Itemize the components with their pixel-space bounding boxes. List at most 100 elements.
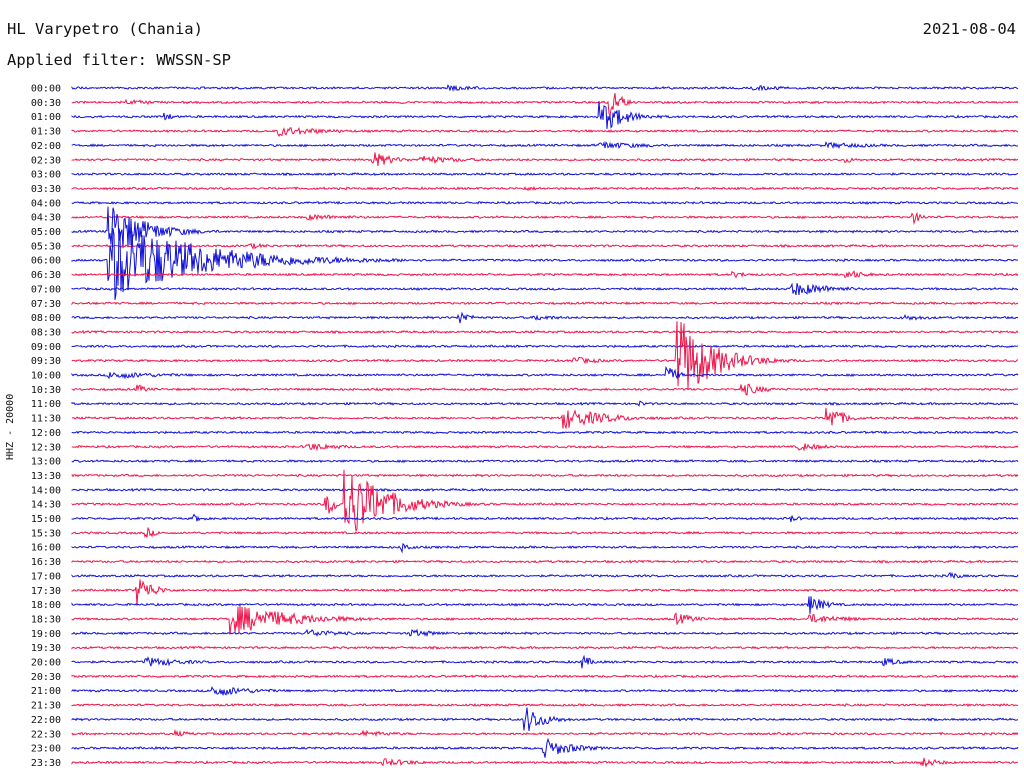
time-label: 23:00 (31, 744, 61, 755)
time-label: 20:30 (31, 672, 61, 683)
time-label: 05:30 (31, 241, 61, 252)
time-label: 01:00 (31, 112, 61, 123)
trace-line (71, 407, 1019, 430)
trace-line (71, 737, 1019, 758)
trace-line (71, 674, 1019, 679)
trace-line (71, 311, 1019, 324)
trace-line (71, 185, 1019, 192)
trace-line (71, 301, 1019, 306)
time-label: 02:30 (31, 155, 61, 166)
time-label: 00:30 (31, 98, 61, 109)
trace-line (71, 728, 1019, 738)
time-label: 05:00 (31, 227, 61, 238)
trace-line (71, 458, 1019, 464)
trace-line (71, 579, 1019, 606)
trace-line (71, 282, 1019, 296)
time-label: 04:00 (31, 198, 61, 209)
time-label: 08:30 (31, 327, 61, 338)
trace-line (71, 152, 1019, 167)
time-label: 11:30 (31, 414, 61, 425)
time-label: 18:00 (31, 600, 61, 611)
trace-line (71, 686, 1019, 696)
time-label: 08:00 (31, 313, 61, 324)
time-label: 10:30 (31, 385, 61, 396)
trace-line (71, 383, 1019, 396)
time-label: 12:30 (31, 442, 61, 453)
trace-line (71, 487, 1019, 492)
time-label: 22:00 (31, 715, 61, 726)
trace-line (71, 400, 1019, 407)
time-label: 15:00 (31, 514, 61, 525)
trace-line (71, 473, 1019, 478)
station-title: HL Varypetro (Chania) (7, 20, 203, 38)
trace-line (71, 242, 1019, 250)
trace-line (71, 654, 1019, 669)
time-label: 14:00 (31, 485, 61, 496)
time-label: 14:30 (31, 500, 61, 511)
trace-line (71, 126, 1019, 137)
time-label: 09:30 (31, 356, 61, 367)
time-label: 03:30 (31, 184, 61, 195)
time-label: 22:30 (31, 729, 61, 740)
trace-line (71, 628, 1019, 638)
time-label: 17:00 (31, 571, 61, 582)
time-label: 17:30 (31, 586, 61, 597)
trace-line (71, 469, 1019, 532)
trace-line (71, 270, 1019, 279)
trace-line (71, 100, 1019, 129)
trace-line (71, 559, 1019, 564)
trace-line (71, 513, 1019, 523)
filter-name: WWSSN-SP (156, 51, 231, 69)
trace-line (71, 172, 1019, 177)
time-label: 01:30 (31, 127, 61, 138)
time-label: 19:00 (31, 629, 61, 640)
trace-line (71, 707, 1019, 732)
time-label: 18:30 (31, 614, 61, 625)
trace-line (71, 702, 1019, 708)
time-label: 16:30 (31, 557, 61, 568)
time-label: 11:00 (31, 399, 61, 410)
time-label: 19:30 (31, 643, 61, 654)
time-label: 16:00 (31, 543, 61, 554)
trace-line (71, 596, 1019, 614)
time-label: 20:00 (31, 658, 61, 669)
trace-line (71, 211, 1019, 225)
trace-line (71, 542, 1019, 554)
trace-line (71, 757, 1019, 768)
time-label: 06:30 (31, 270, 61, 281)
time-label: 12:00 (31, 428, 61, 439)
time-label: 13:30 (31, 471, 61, 482)
time-label: 07:30 (31, 299, 61, 310)
trace-line (71, 321, 1019, 390)
filter-prefix: Applied filter: (7, 51, 147, 69)
time-label: 13:00 (31, 457, 61, 468)
time-label: 02:00 (31, 141, 61, 152)
time-label: 21:00 (31, 686, 61, 697)
trace-line (71, 200, 1019, 205)
time-label: 10:00 (31, 371, 61, 382)
trace-line (71, 571, 1019, 580)
time-label: 00:00 (31, 84, 61, 95)
trace-line (71, 430, 1019, 435)
time-label: 04:30 (31, 213, 61, 224)
time-label: 23:30 (31, 758, 61, 769)
date-label: 2021-08-04 (922, 20, 1016, 38)
trace-line (71, 604, 1019, 635)
trace-line (71, 228, 1019, 300)
time-label: 03:00 (31, 170, 61, 181)
time-label: 21:30 (31, 701, 61, 712)
trace-line (71, 443, 1019, 452)
time-label: 06:00 (31, 256, 61, 267)
trace-line (71, 645, 1019, 650)
trace-line (71, 140, 1019, 150)
trace-line (71, 92, 1019, 117)
time-label: 09:00 (31, 342, 61, 353)
trace-line (71, 84, 1019, 93)
time-label: 07:00 (31, 284, 61, 295)
trace-line (71, 329, 1019, 335)
time-label: 15:30 (31, 528, 61, 539)
filter-label: Applied filter: WWSSN-SP (7, 51, 231, 69)
trace-line (71, 365, 1019, 380)
